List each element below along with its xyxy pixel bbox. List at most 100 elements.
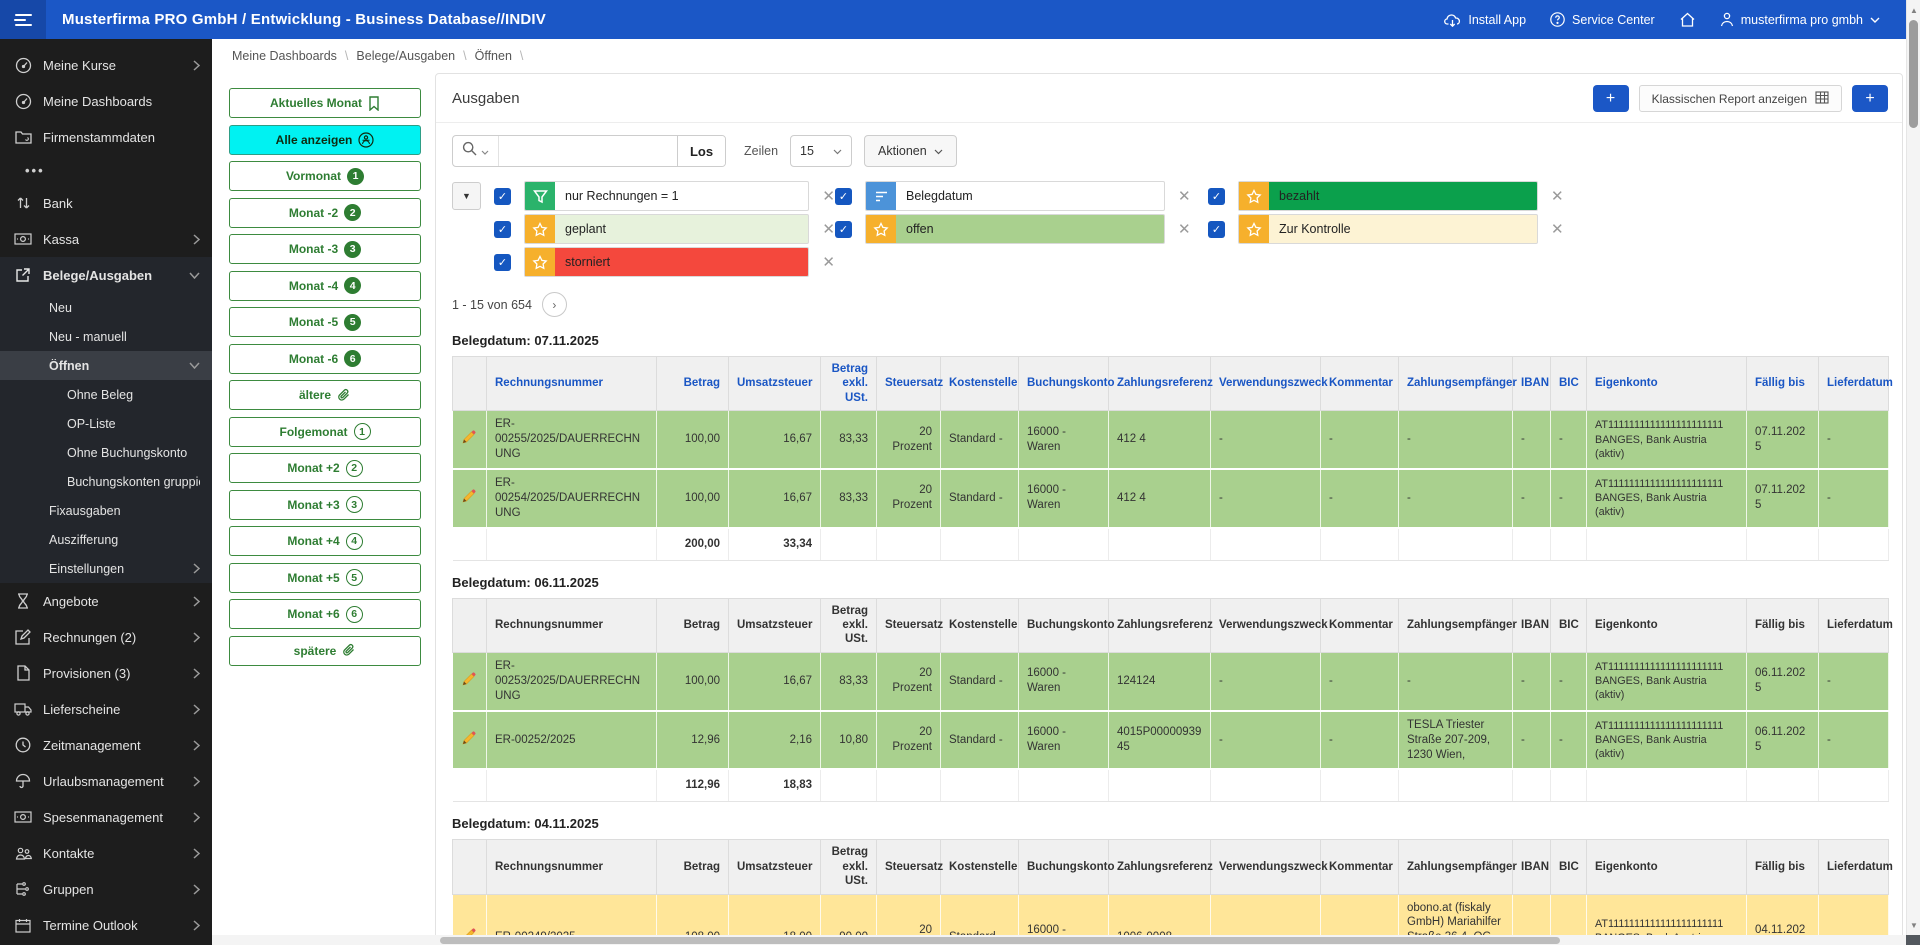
filter-chip-geplant[interactable]: geplant bbox=[524, 214, 809, 244]
sidebar-item-ohne-buchungskonto[interactable]: Ohne Buchungskonto bbox=[0, 438, 212, 467]
sidebar-item-termine-outlook[interactable]: Termine Outlook bbox=[0, 907, 212, 943]
column-header-eigenkonto[interactable]: Eigenkonto bbox=[1587, 840, 1747, 894]
column-header-betrag[interactable]: Betrag bbox=[657, 598, 729, 652]
month-button-monat-6[interactable]: Monat -66 bbox=[229, 344, 421, 374]
rows-per-page-select[interactable]: 15 bbox=[790, 135, 852, 167]
column-header-umsatzsteuer[interactable]: Umsatzsteuer bbox=[729, 598, 821, 652]
column-header-steuersatz[interactable]: Steuersatz bbox=[877, 598, 941, 652]
column-header-kostenstelle[interactable]: Kostenstelle bbox=[941, 598, 1019, 652]
column-header-rechnungsnummer[interactable]: Rechnungsnummer bbox=[487, 598, 657, 652]
filter-checkbox[interactable]: ✓ bbox=[1208, 221, 1225, 238]
column-header-buchungskonto[interactable]: Buchungskonto bbox=[1019, 840, 1109, 894]
edit-pencil-icon[interactable] bbox=[461, 737, 477, 749]
scroll-down-arrow[interactable]: ▼ bbox=[1907, 917, 1920, 933]
column-header-rechnungsnummer[interactable]: Rechnungsnummer bbox=[487, 357, 657, 411]
remove-filter-icon[interactable]: ✕ bbox=[1178, 220, 1191, 238]
column-header-fällig-bis[interactable]: Fällig bis bbox=[1747, 357, 1819, 411]
sidebar-item-belege-ausgaben[interactable]: Belege/Ausgaben bbox=[0, 257, 212, 293]
install-app-button[interactable]: Install App bbox=[1444, 13, 1526, 27]
remove-filter-icon[interactable]: ✕ bbox=[822, 220, 835, 238]
remove-filter-icon[interactable]: ✕ bbox=[1178, 187, 1191, 205]
column-header-iban[interactable]: IBAN bbox=[1513, 840, 1551, 894]
edit-pencil-icon[interactable] bbox=[461, 495, 477, 507]
filter-checkbox[interactable]: ✓ bbox=[1208, 188, 1225, 205]
sidebar-item-meine-dashboards[interactable]: Meine Dashboards bbox=[0, 83, 212, 119]
month-button-monat-4[interactable]: Monat -44 bbox=[229, 271, 421, 301]
sidebar-item-rechnungen-2-[interactable]: Rechnungen (2) bbox=[0, 619, 212, 655]
column-header-kostenstelle[interactable]: Kostenstelle bbox=[941, 357, 1019, 411]
sidebar-item-neu-manuell[interactable]: Neu - manuell bbox=[0, 322, 212, 351]
actions-menu-button[interactable]: Aktionen bbox=[864, 135, 957, 167]
column-header-lieferdatum[interactable]: Lieferdatum bbox=[1819, 357, 1889, 411]
user-menu[interactable]: musterfirma pro gmbh bbox=[1720, 12, 1880, 27]
month-button-monat-5[interactable]: Monat -55 bbox=[229, 307, 421, 337]
remove-filter-icon[interactable]: ✕ bbox=[1551, 220, 1564, 238]
service-center-button[interactable]: Service Center bbox=[1550, 12, 1655, 27]
edit-pencil-icon[interactable] bbox=[461, 678, 477, 690]
sidebar-item-gruppen[interactable]: Gruppen bbox=[0, 871, 212, 907]
column-header-zahlungsempfänger[interactable]: Zahlungsempfänger bbox=[1399, 840, 1513, 894]
month-button-vormonat[interactable]: Vormonat1 bbox=[229, 161, 421, 191]
column-header-bic[interactable]: BIC bbox=[1551, 840, 1587, 894]
column-header-zahlungsempfänger[interactable]: Zahlungsempfänger bbox=[1399, 598, 1513, 652]
sidebar-item-fixausgaben[interactable]: Fixausgaben bbox=[0, 496, 212, 525]
sidebar-item--[interactable]: ••• bbox=[0, 155, 212, 185]
column-header-zahlungsempfänger[interactable]: Zahlungsempfänger bbox=[1399, 357, 1513, 411]
column-header-kommentar[interactable]: Kommentar bbox=[1321, 357, 1399, 411]
column-header-bic[interactable]: BIC bbox=[1551, 598, 1587, 652]
month-button-monat-+5[interactable]: Monat +55 bbox=[229, 563, 421, 593]
sidebar-item-op-liste[interactable]: OP-Liste bbox=[0, 409, 212, 438]
column-header-lieferdatum[interactable]: Lieferdatum bbox=[1819, 840, 1889, 894]
filter-checkbox[interactable]: ✓ bbox=[835, 221, 852, 238]
sidebar-item-provisionen-3-[interactable]: Provisionen (3) bbox=[0, 655, 212, 691]
sidebar-item-ohne-beleg[interactable]: Ohne Beleg bbox=[0, 380, 212, 409]
column-header-edit[interactable] bbox=[453, 598, 487, 652]
column-header-buchungskonto[interactable]: Buchungskonto bbox=[1019, 598, 1109, 652]
month-button-monat-+4[interactable]: Monat +44 bbox=[229, 526, 421, 556]
edit-pencil-icon[interactable] bbox=[461, 436, 477, 448]
column-header-umsatzsteuer[interactable]: Umsatzsteuer bbox=[729, 357, 821, 411]
column-header-betrag[interactable]: Betrag bbox=[657, 357, 729, 411]
search-go-button[interactable]: Los bbox=[677, 136, 725, 166]
add-button-secondary[interactable]: + bbox=[1852, 85, 1888, 112]
month-button-ältere[interactable]: ältere bbox=[229, 380, 421, 410]
breadcrumb-item[interactable]: Meine Dashboards bbox=[232, 49, 337, 63]
month-button-monat-+2[interactable]: Monat +22 bbox=[229, 453, 421, 483]
filter-chip-nur-rechnungen-1[interactable]: nur Rechnungen = 1 bbox=[524, 181, 809, 211]
month-button-folgemonat[interactable]: Folgemonat1 bbox=[229, 417, 421, 447]
filter-checkbox[interactable]: ✓ bbox=[494, 254, 511, 271]
filter-checkbox[interactable]: ✓ bbox=[494, 188, 511, 205]
column-header-edit[interactable] bbox=[453, 357, 487, 411]
search-options-button[interactable] bbox=[453, 136, 499, 166]
column-header-bic[interactable]: BIC bbox=[1551, 357, 1587, 411]
filter-checkbox[interactable]: ✓ bbox=[835, 188, 852, 205]
sidebar-item-zeitmanagement[interactable]: Zeitmanagement bbox=[0, 727, 212, 763]
scroll-up-arrow[interactable]: ▲ bbox=[1907, 2, 1920, 18]
filter-chip-bezahlt[interactable]: bezahlt bbox=[1238, 181, 1538, 211]
column-header-fällig-bis[interactable]: Fällig bis bbox=[1747, 598, 1819, 652]
month-button-spätere[interactable]: spätere bbox=[229, 636, 421, 666]
column-header-iban[interactable]: IBAN bbox=[1513, 357, 1551, 411]
column-header-kommentar[interactable]: Kommentar bbox=[1321, 598, 1399, 652]
sidebar-item-lieferscheine[interactable]: Lieferscheine bbox=[0, 691, 212, 727]
month-button-monat-2[interactable]: Monat -22 bbox=[229, 198, 421, 228]
search-input[interactable] bbox=[499, 136, 677, 166]
month-button-monat-+6[interactable]: Monat +66 bbox=[229, 599, 421, 629]
classic-report-button[interactable]: Klassischen Report anzeigen bbox=[1639, 85, 1842, 112]
month-button-alle-anzeigen[interactable]: Alle anzeigen bbox=[229, 125, 421, 155]
filter-chip-offen[interactable]: offen bbox=[865, 214, 1165, 244]
column-header-kostenstelle[interactable]: Kostenstelle bbox=[941, 840, 1019, 894]
column-header-verwendungszweck[interactable]: Verwendungszweck bbox=[1211, 840, 1321, 894]
sidebar-item-auszifferung[interactable]: Auszifferung bbox=[0, 525, 212, 554]
sidebar-item-bank[interactable]: Bank bbox=[0, 185, 212, 221]
sidebar-item-öffnen[interactable]: Öffnen bbox=[0, 351, 212, 380]
month-button-monat-+3[interactable]: Monat +33 bbox=[229, 490, 421, 520]
breadcrumb-item[interactable]: Öffnen bbox=[475, 49, 512, 63]
column-header-zahlungsreferenz[interactable]: Zahlungsreferenz bbox=[1109, 598, 1211, 652]
sidebar-item-kassa[interactable]: Kassa bbox=[0, 221, 212, 257]
column-header-edit[interactable] bbox=[453, 840, 487, 894]
column-header-steuersatz[interactable]: Steuersatz bbox=[877, 357, 941, 411]
filter-dropdown-button[interactable]: ▼ bbox=[452, 182, 481, 210]
remove-filter-icon[interactable]: ✕ bbox=[1551, 187, 1564, 205]
column-header-fällig-bis[interactable]: Fällig bis bbox=[1747, 840, 1819, 894]
